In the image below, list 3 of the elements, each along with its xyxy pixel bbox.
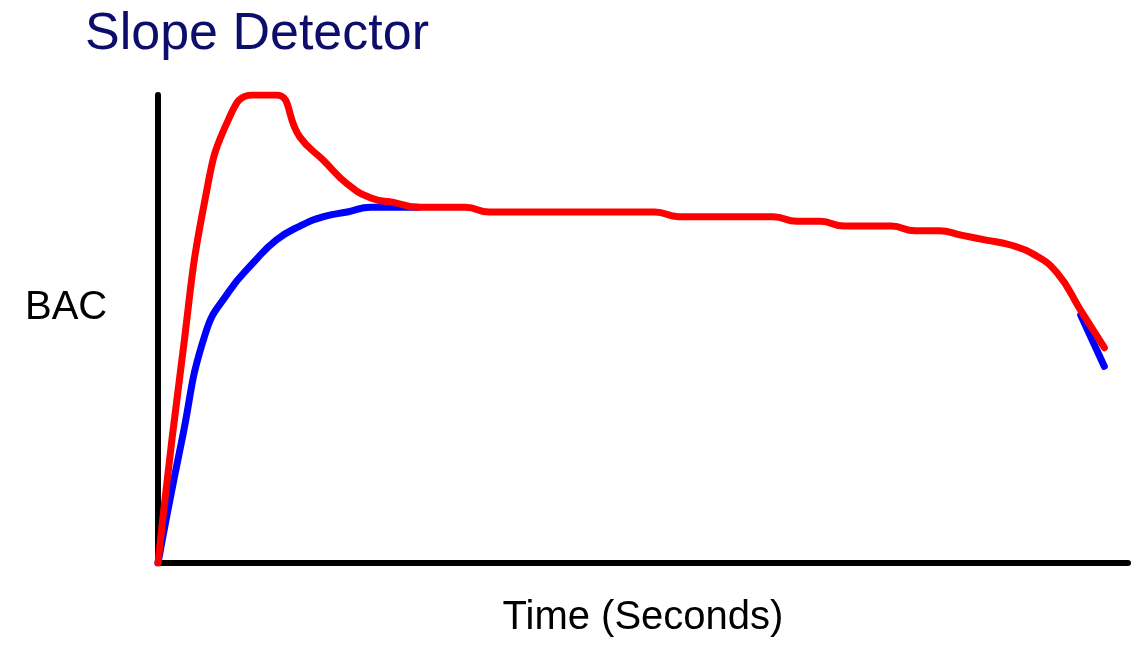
x-axis-title: Time (Seconds) (502, 593, 784, 637)
y-axis-title: BAC (25, 283, 108, 327)
chart-title: Slope Detector (85, 2, 429, 60)
